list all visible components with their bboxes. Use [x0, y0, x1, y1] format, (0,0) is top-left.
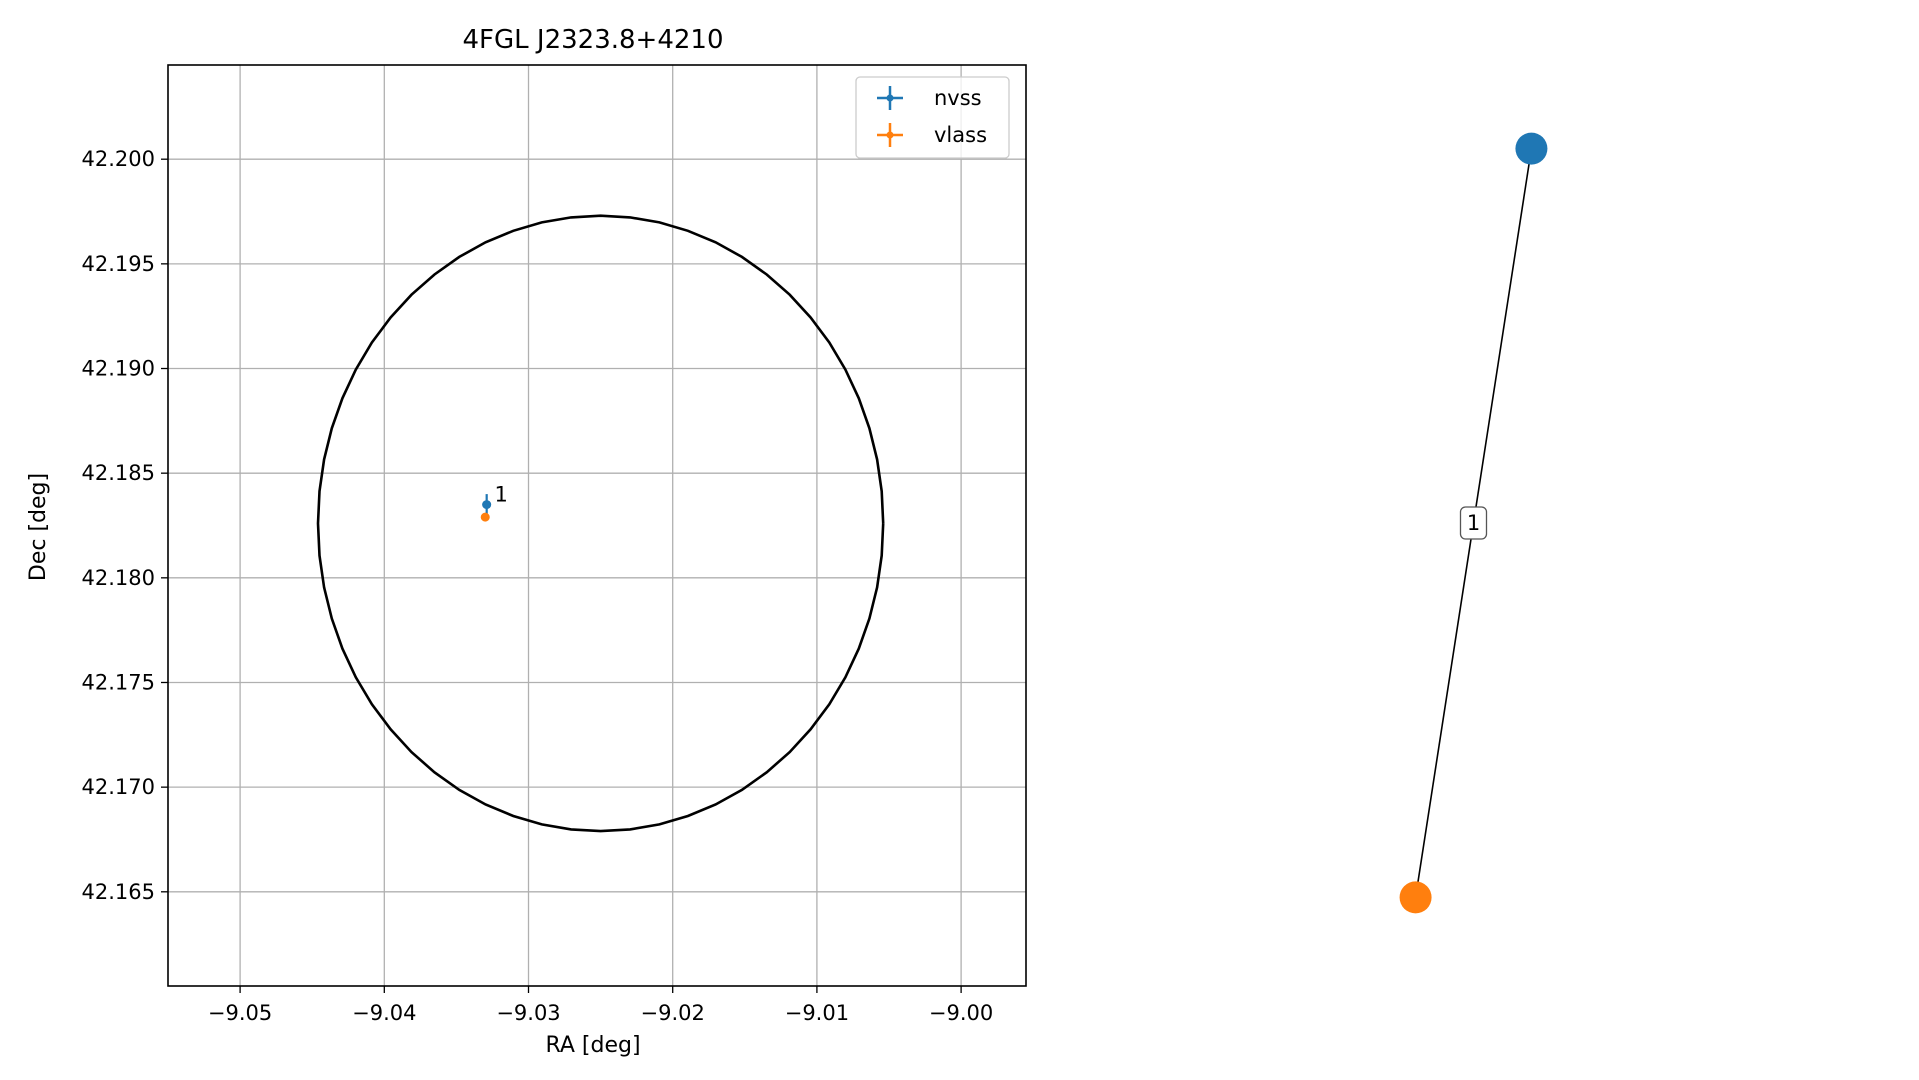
legend-label-nvss: nvss [934, 86, 982, 110]
position-plot: 1 −9.05 −9.04 −9.03 −9.02 −9.01 −9.00 42.1654… [26, 25, 1027, 1058]
association-graph: 1 [1399, 132, 1548, 914]
data-points-layer [480, 494, 492, 522]
y-tick-label: 42.200 [82, 147, 155, 171]
y-axis-ticks: 42.165 42.170 42.175 42.180 42.185 42.190 42.1… [82, 147, 168, 904]
graph-edge-label: 1 [1459, 506, 1488, 540]
graph-node-nvss [1515, 132, 1548, 165]
legend-entry-nvss: nvss [877, 86, 982, 110]
x-tick-label: −9.01 [785, 1001, 849, 1025]
legend-label-vlass: vlass [934, 123, 987, 147]
x-axis-ticks: −9.05 −9.04 −9.03 −9.02 −9.01 −9.00 [208, 986, 993, 1025]
y-tick-label: 42.170 [82, 775, 155, 799]
point-annotation: 1 [494, 483, 507, 507]
uncertainty-ellipse-layer [316, 214, 885, 833]
y-tick-label: 42.165 [82, 880, 155, 904]
point-nvss [482, 500, 492, 510]
x-tick-label: −9.04 [352, 1001, 416, 1025]
x-tick-label: −9.00 [929, 1001, 993, 1025]
y-tick-label: 42.180 [82, 566, 155, 590]
x-axis-label: RA [deg] [545, 1033, 640, 1058]
graph-edge-label-box [1459, 506, 1488, 540]
legend-marker-vlass-dot [886, 131, 894, 139]
x-tick-label: −9.02 [641, 1001, 705, 1025]
legend: nvss vlass [855, 76, 1010, 159]
point-vlass [480, 512, 490, 522]
x-gridlines [239, 65, 962, 986]
y-tick-label: 42.190 [82, 357, 155, 381]
x-tick-label: −9.03 [496, 1001, 560, 1025]
chart-title: 4FGL J2323.8+4210 [463, 25, 724, 55]
y-tick-label: 42.195 [82, 252, 155, 276]
x-tick-label: −9.05 [208, 1001, 272, 1025]
graph-node-vlass [1399, 881, 1432, 914]
y-tick-label: 42.185 [82, 461, 155, 485]
y-gridlines [168, 158, 1026, 893]
y-tick-label: 42.175 [82, 670, 155, 694]
y-axis-label: Dec [deg] [26, 473, 51, 581]
graph-edge-label-text: 1 [1467, 511, 1480, 535]
plot-frame [167, 64, 1027, 987]
legend-entry-vlass: vlass [877, 123, 987, 147]
legend-marker-nvss-dot [886, 94, 894, 102]
uncertainty-ellipse [316, 214, 885, 833]
